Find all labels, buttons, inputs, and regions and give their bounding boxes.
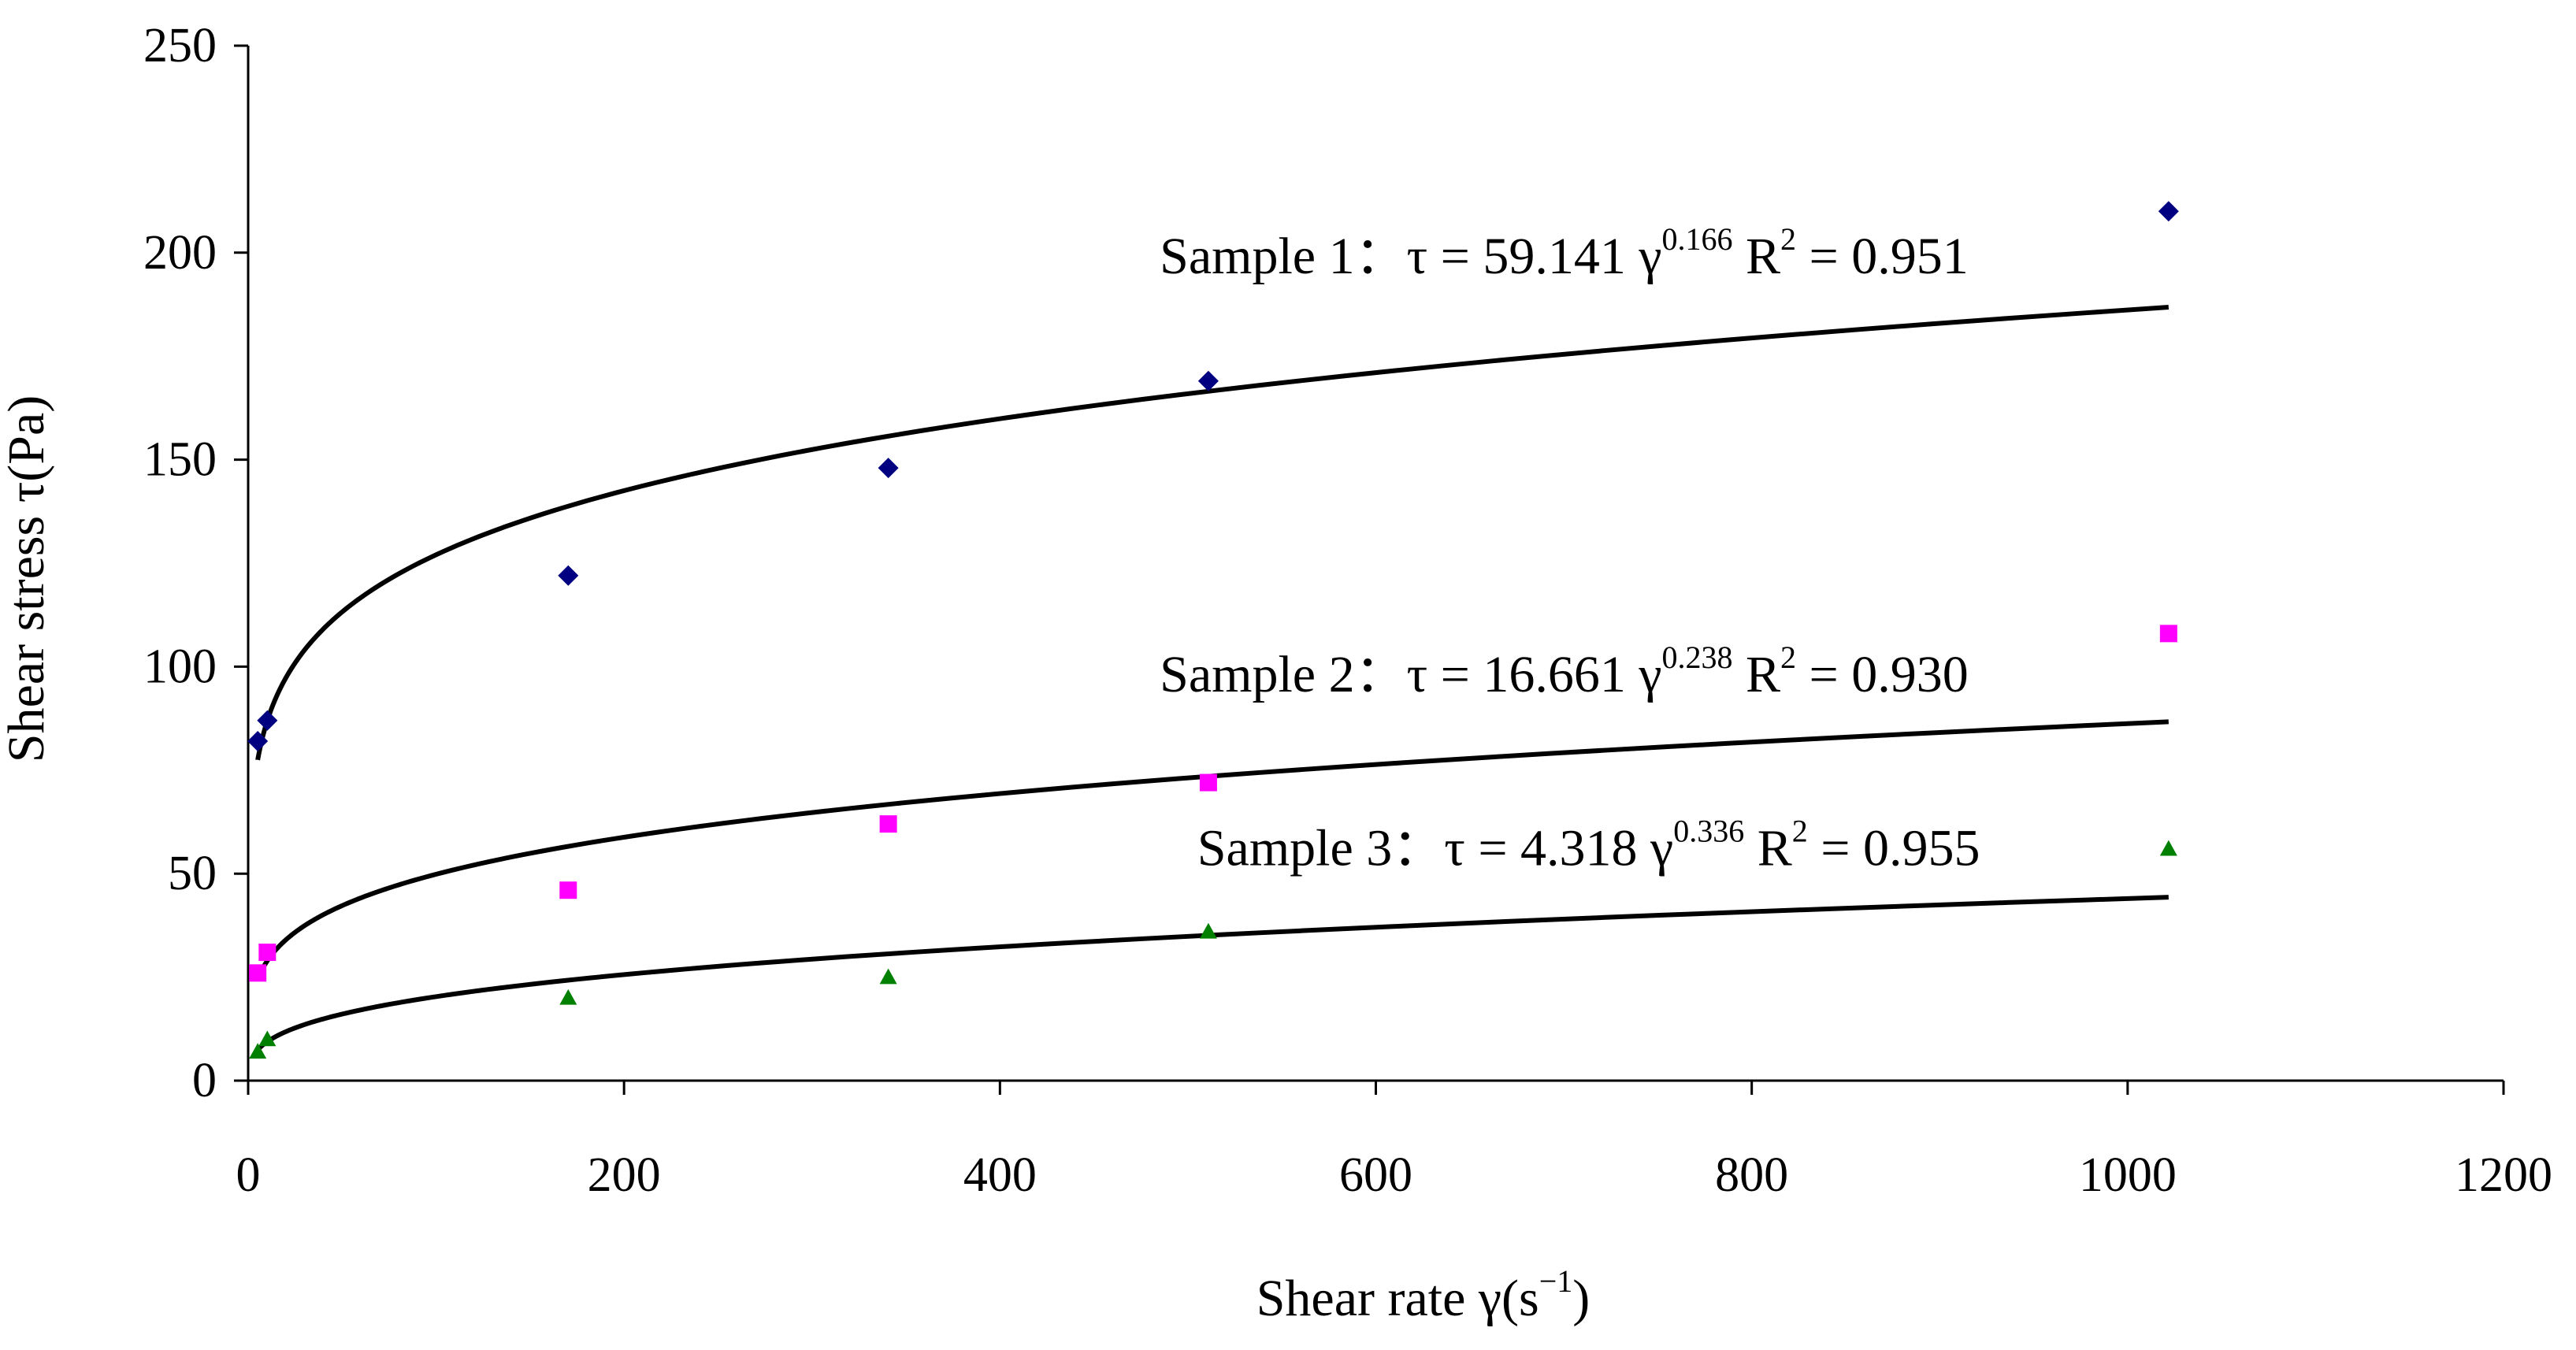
ticks: 0 50 100 150 200 250 0 200 400 600 800 1000 1200 (143, 19, 2552, 1202)
x-tick-label: 400 (963, 1148, 1037, 1202)
data-point-sample-1 (247, 731, 269, 752)
data-point-sample-1 (257, 710, 278, 731)
data-point-sample-1 (2158, 201, 2179, 222)
x-tick-label: 1000 (2079, 1148, 2177, 1202)
fit-curve-sample-3 (255, 895, 2169, 1052)
annotation-equation: Sample 3：τ = 4.318 γ (1197, 820, 1673, 877)
data-point-sample-2 (879, 815, 897, 833)
annotation-equation: Sample 2：τ = 16.661 γ (1160, 646, 1661, 703)
y-tick-label: 250 (143, 19, 217, 72)
fit-curve-sample-1 (255, 305, 2170, 761)
data-point-sample-3 (258, 1030, 277, 1047)
data-point-sample-1 (558, 565, 579, 586)
data-point-sample-3 (879, 968, 897, 985)
annotation-r-label: R (1733, 228, 1781, 285)
annotation-r-label: R (1733, 646, 1781, 703)
annotation-exponent: 0.166 (1662, 221, 1733, 257)
annotation-r-value: = 0.955 (1808, 820, 1980, 877)
x-axis-title-main: Shear rate γ(s (1256, 1270, 1539, 1327)
annotation-exponent: 0.336 (1673, 814, 1744, 849)
data-point-sample-2 (258, 944, 277, 962)
y-axis-title: Shear stress τ(Pa) (0, 395, 55, 762)
fit-annotation-sample-1: Sample 1：τ = 59.141 γ0.166 R2 = 0.951 (1160, 221, 1969, 285)
data-point-sample-1 (1197, 370, 1219, 391)
annotation-r-value: = 0.930 (1796, 646, 1969, 703)
data-point-sample-3 (249, 1043, 267, 1059)
x-tick-label: 200 (588, 1148, 661, 1202)
data-point-sample-2 (2159, 625, 2177, 643)
data-point-sample-3 (559, 988, 577, 1005)
y-tick-label: 100 (143, 640, 217, 693)
x-tick-label: 0 (236, 1148, 261, 1202)
fit-annotation-sample-2: Sample 2：τ = 16.661 γ0.238 R2 = 0.930 (1160, 640, 1969, 703)
annotation-equation: Sample 1：τ = 59.141 γ (1160, 228, 1661, 285)
data-point-sample-2 (1199, 773, 1217, 792)
y-tick-label: 150 (143, 433, 217, 487)
annotation-r-label: R (1744, 820, 1792, 877)
data-point-sample-1 (878, 458, 899, 479)
annotation-exponent: 0.238 (1662, 640, 1733, 675)
x-axis-title: Shear rate γ(s−1) (1256, 1263, 1591, 1327)
fit-annotation-sample-3: Sample 3：τ = 4.318 γ0.336 R2 = 0.955 (1197, 814, 1980, 877)
x-tick-label: 1200 (2455, 1148, 2552, 1202)
x-tick-label: 800 (1715, 1148, 1788, 1202)
annotation-r-superscript: 2 (1780, 221, 1796, 257)
data-point-sample-3 (1199, 922, 1217, 939)
y-tick-label: 50 (168, 847, 217, 900)
x-tick-label: 600 (1339, 1148, 1412, 1202)
y-tick-label: 0 (192, 1054, 217, 1107)
data-point-sample-3 (2159, 840, 2177, 856)
x-axis-title-superscript: −1 (1539, 1263, 1573, 1299)
annotation-r-superscript: 2 (1792, 814, 1808, 849)
data-point-sample-2 (249, 964, 267, 982)
fit-annotations: Sample 1：τ = 59.141 γ0.166 R2 = 0.951Sam… (1160, 221, 1980, 877)
annotation-r-value: = 0.951 (1796, 228, 1969, 285)
y-tick-label: 200 (143, 226, 217, 280)
data-points (247, 201, 2179, 1059)
x-axis-title-close: ) (1572, 1270, 1590, 1327)
data-point-sample-2 (559, 881, 577, 899)
annotation-r-superscript: 2 (1780, 640, 1796, 675)
